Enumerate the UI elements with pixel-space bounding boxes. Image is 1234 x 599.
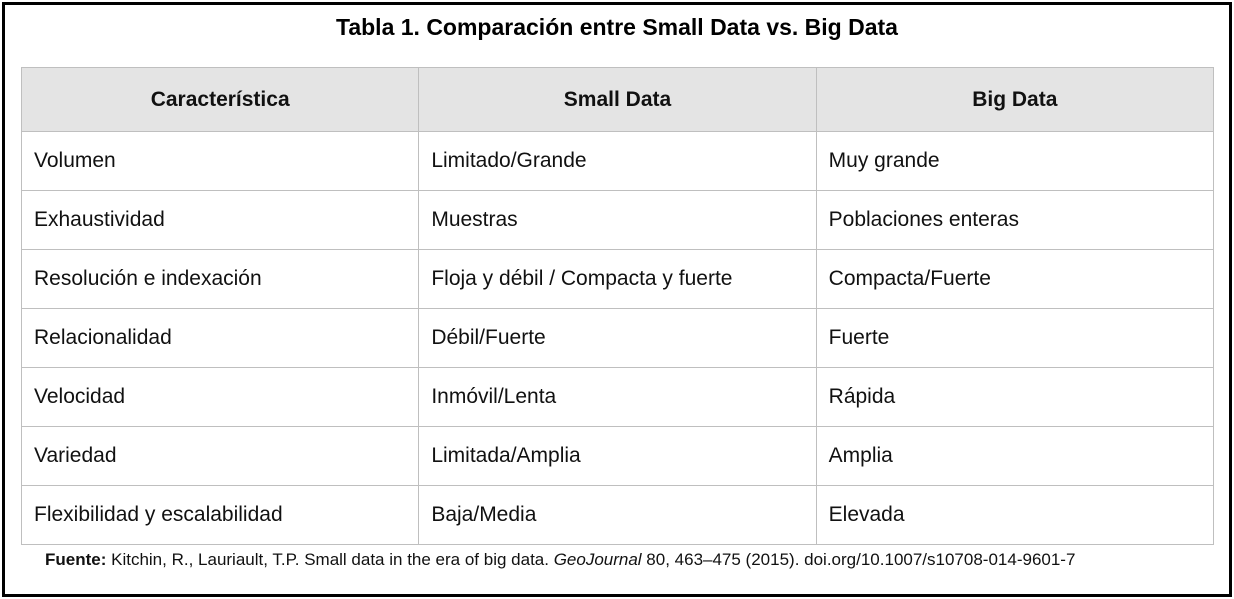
cell-characteristic: Relacionalidad [20,308,420,368]
cell-small-data: Baja/Media [418,485,817,545]
table-row: Volumen Limitado/Grande Muy grande [20,131,1215,191]
table-row: Resolución e indexación Floja y débil / … [20,249,1215,309]
source-citation: Fuente: Kitchin, R., Lauriault, T.P. Sma… [45,550,1075,570]
cell-small-data: Floja y débil / Compacta y fuerte [418,249,817,309]
table-row: Velocidad Inmóvil/Lenta Rápida [20,367,1215,427]
header-small-data: Small Data [418,67,817,132]
cell-big-data: Rápida [815,367,1215,427]
table-row: Relacionalidad Débil/Fuerte Fuerte [20,308,1215,368]
cell-characteristic: Velocidad [20,367,420,427]
source-text-after: 80, 463–475 (2015). doi.org/10.1007/s107… [641,550,1076,569]
cell-characteristic: Exhaustividad [20,190,420,250]
cell-small-data: Muestras [418,190,817,250]
cell-big-data: Fuerte [815,308,1215,368]
cell-big-data: Muy grande [815,131,1215,191]
cell-characteristic: Volumen [20,131,420,191]
cell-small-data: Limitada/Amplia [418,426,817,486]
table-title: Tabla 1. Comparación entre Small Data vs… [336,14,898,40]
source-text-before: Kitchin, R., Lauriault, T.P. Small data … [106,550,554,569]
cell-small-data: Limitado/Grande [418,131,817,191]
cell-characteristic: Variedad [20,426,420,486]
cell-big-data: Amplia [815,426,1215,486]
cell-characteristic: Resolución e indexación [20,249,420,309]
cell-small-data: Inmóvil/Lenta [418,367,817,427]
cell-big-data: Compacta/Fuerte [815,249,1215,309]
table-row: Exhaustividad Muestras Poblaciones enter… [20,190,1215,250]
cell-big-data: Poblaciones enteras [815,190,1215,250]
cell-characteristic: Flexibilidad y escalabilidad [20,485,420,545]
header-row: Característica Small Data Big Data [20,67,1215,132]
table-row: Variedad Limitada/Amplia Amplia [20,426,1215,486]
cell-big-data: Elevada [815,485,1215,545]
header-characteristic: Característica [20,67,420,132]
comparison-table: Característica Small Data Big Data Volum… [20,67,1215,545]
table-row: Flexibilidad y escalabilidad Baja/Media … [20,485,1215,545]
source-journal: GeoJournal [553,550,642,569]
cell-small-data: Débil/Fuerte [418,308,817,368]
header-big-data: Big Data [815,67,1215,132]
source-label: Fuente: [45,550,107,569]
